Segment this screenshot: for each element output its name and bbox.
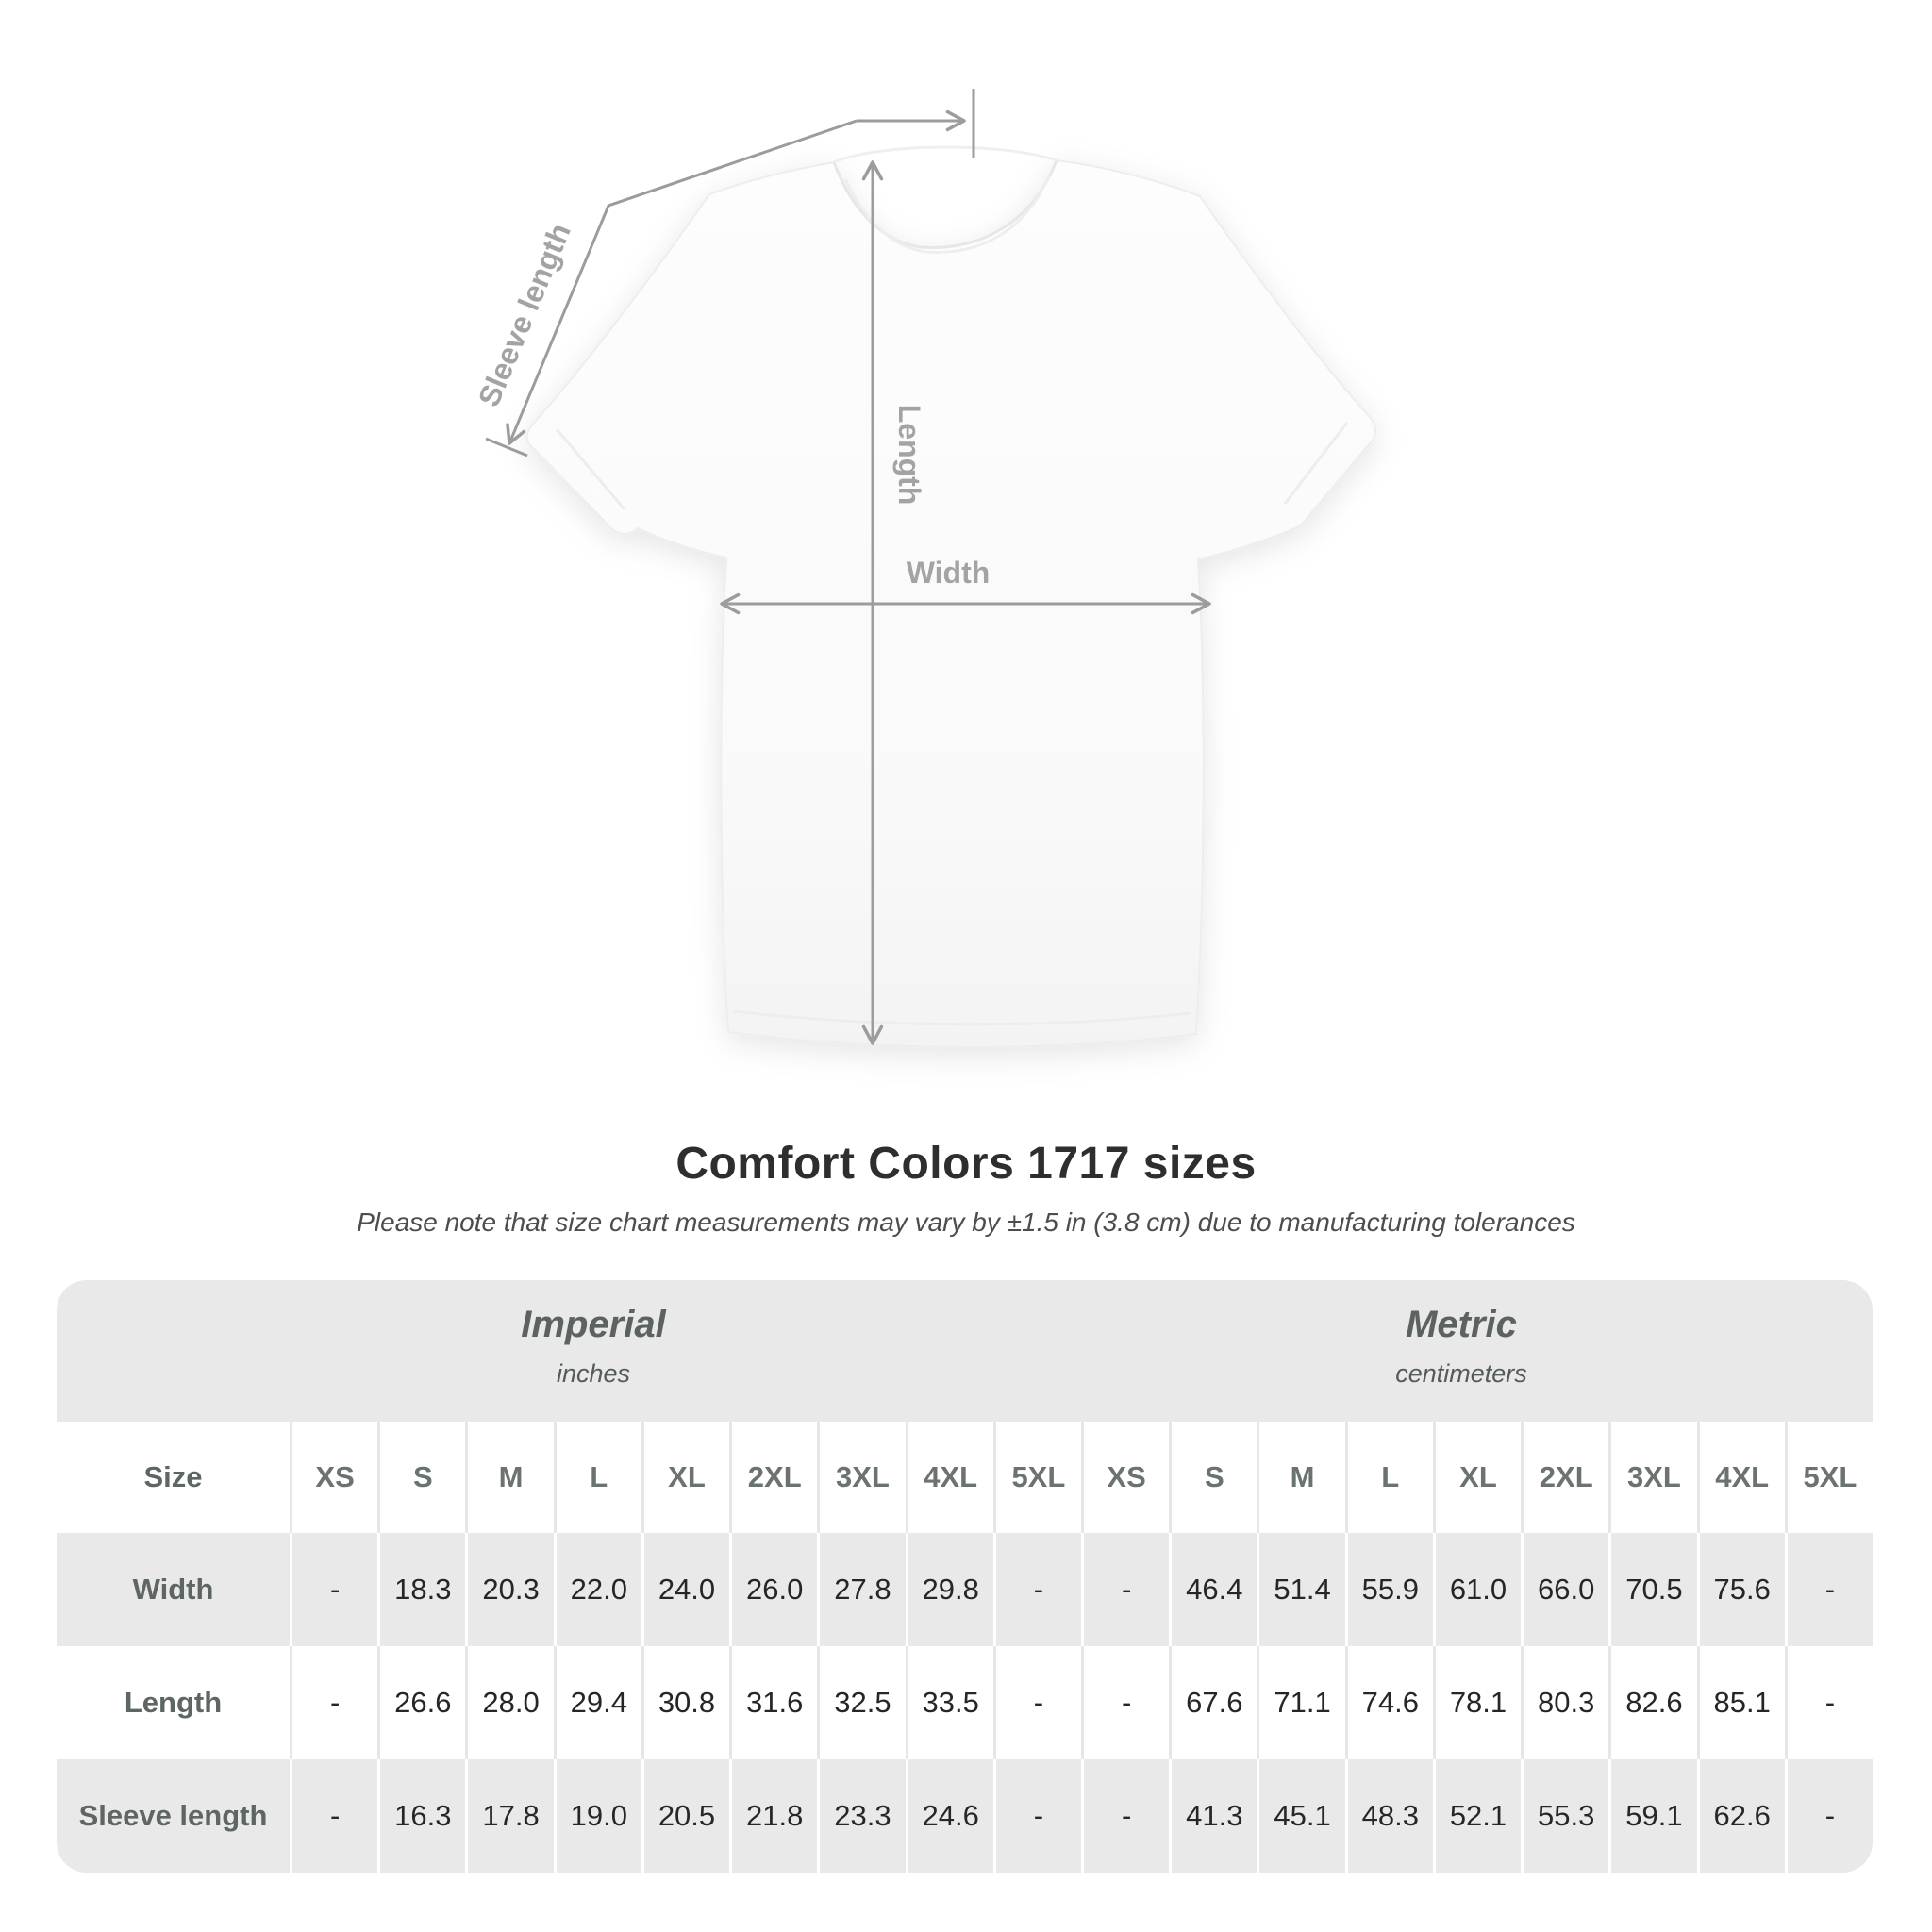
metric-label: Metric [1406,1304,1517,1345]
table-cell: - [290,1533,377,1646]
row-label: Length [124,1686,223,1719]
table-cell: 26.0 [729,1533,817,1646]
table-cell: 23.3 [817,1759,905,1873]
table-cell: 22.0 [553,1533,641,1646]
size-header-imperial-4xl: 4XL [905,1422,993,1533]
size-header-imperial-l: L [553,1422,641,1533]
size-header-row: Size XS S M L XL 2XL 3XL 4XL 5XL XS S M … [57,1422,1873,1533]
table-cell: 71.1 [1257,1646,1344,1759]
size-header-imperial-2xl: 2XL [729,1422,817,1533]
table-cell: 67.6 [1169,1646,1257,1759]
table-cell: - [1080,1533,1169,1646]
table-cell: 30.8 [641,1646,729,1759]
table-cell: - [1784,1646,1873,1759]
imperial-unit: inches [556,1359,631,1388]
table-cell: 48.3 [1344,1759,1433,1873]
sleeve-end-tick-bottom [485,437,528,458]
table-cell: - [1080,1759,1169,1873]
size-header-imperial-xs: XS [290,1422,377,1533]
table-cell: 82.6 [1608,1646,1696,1759]
table-row-width: Width - 18.3 20.3 22.0 24.0 26.0 27.8 29… [57,1533,1873,1646]
imperial-label: Imperial [521,1304,666,1345]
table-cell: 41.3 [1169,1759,1257,1873]
size-header-metric-l: L [1344,1422,1433,1533]
table-cell: 28.0 [465,1646,553,1759]
table-cell: 55.9 [1344,1533,1433,1646]
table-cell: - [290,1646,377,1759]
table-cell: 19.0 [553,1759,641,1873]
size-header-imperial-3xl: 3XL [817,1422,905,1533]
table-cell: - [1080,1646,1169,1759]
size-header-metric-4xl: 4XL [1696,1422,1785,1533]
size-header-metric-s: S [1169,1422,1257,1533]
table-cell: 26.6 [377,1646,465,1759]
table-cell: 55.3 [1521,1759,1608,1873]
table-cell: - [992,1646,1081,1759]
table-cell: 80.3 [1521,1646,1608,1759]
table-cell: 31.6 [729,1646,817,1759]
metric-group-header: Metric centimeters [1395,1303,1527,1389]
table-cell: 51.4 [1257,1533,1344,1646]
table-cell: 29.8 [905,1533,993,1646]
tolerance-note: Please note that size chart measurements… [357,1208,1575,1237]
size-header-metric-xl: XL [1432,1422,1521,1533]
table-cell: 21.8 [729,1759,817,1873]
table-cell: 18.3 [377,1533,465,1646]
unit-group-band: Imperial inches Metric centimeters [57,1280,1873,1422]
table-cell: 70.5 [1608,1533,1696,1646]
size-header-imperial-5xl: 5XL [992,1422,1081,1533]
size-header-metric-5xl: 5XL [1784,1422,1873,1533]
table-cell: 27.8 [817,1533,905,1646]
page-title: Comfort Colors 1717 sizes [675,1139,1257,1189]
table-cell: 20.3 [465,1533,553,1646]
size-header-imperial-s: S [377,1422,465,1533]
table-cell: 29.4 [553,1646,641,1759]
table-cell: 20.5 [641,1759,729,1873]
size-header-metric-m: M [1257,1422,1344,1533]
table-row-length: Length - 26.6 28.0 29.4 30.8 31.6 32.5 3… [57,1646,1873,1759]
size-header-imperial-xl: XL [641,1422,729,1533]
table-cell: 24.0 [641,1533,729,1646]
length-label: Length [892,405,926,506]
table-row-sleeve-length: Sleeve length - 16.3 17.8 19.0 20.5 21.8… [57,1759,1873,1873]
row-label: Width [132,1573,214,1606]
table-cell: - [992,1533,1081,1646]
sleeve-length-line [506,119,858,445]
table-cell: 78.1 [1432,1646,1521,1759]
table-cell: - [290,1759,377,1873]
tshirt-image [525,145,1376,1049]
width-label: Width [907,556,991,590]
size-column-header: Size [143,1460,203,1493]
size-header-metric-3xl: 3XL [1608,1422,1696,1533]
size-header-imperial-m: M [465,1422,553,1533]
metric-unit: centimeters [1395,1359,1527,1388]
table-cell: 75.6 [1696,1533,1785,1646]
table-cell: 45.1 [1257,1759,1344,1873]
size-header-metric-xs: XS [1080,1422,1169,1533]
row-label: Sleeve length [78,1799,268,1832]
table-cell: 24.6 [905,1759,993,1873]
tshirt-diagram: Sleeve length Length Width [472,89,1376,1049]
table-cell: 16.3 [377,1759,465,1873]
table-cell: - [992,1759,1081,1873]
table-cell: 32.5 [817,1646,905,1759]
size-chart-table: Imperial inches Metric centimeters Size … [57,1280,1873,1873]
imperial-group-header: Imperial inches [521,1303,665,1389]
table-cell: 66.0 [1521,1533,1608,1646]
table-cell: 59.1 [1608,1759,1696,1873]
table-cell: 17.8 [465,1759,553,1873]
measurement-lines [485,89,1211,1045]
sleeve-length-label: Sleeve length [472,219,577,411]
table-cell: 85.1 [1696,1646,1785,1759]
table-cell: - [1784,1759,1873,1873]
size-header-metric-2xl: 2XL [1521,1422,1608,1533]
table-cell: 46.4 [1169,1533,1257,1646]
table-cell: 62.6 [1696,1759,1785,1873]
table-cell: - [1784,1533,1873,1646]
table-cell: 74.6 [1344,1646,1433,1759]
table-cell: 52.1 [1432,1759,1521,1873]
table-cell: 33.5 [905,1646,993,1759]
table-cell: 61.0 [1432,1533,1521,1646]
